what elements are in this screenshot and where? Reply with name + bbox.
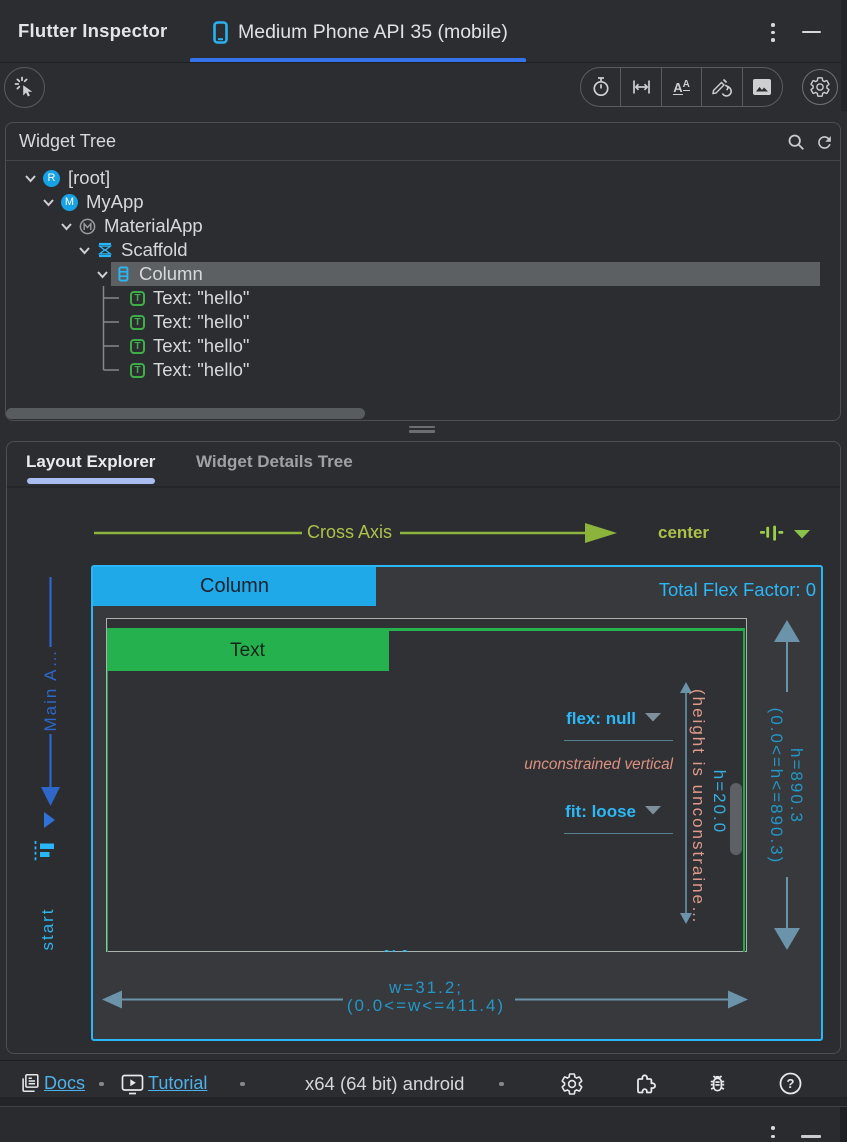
svg-text:?: ? (787, 1076, 795, 1091)
